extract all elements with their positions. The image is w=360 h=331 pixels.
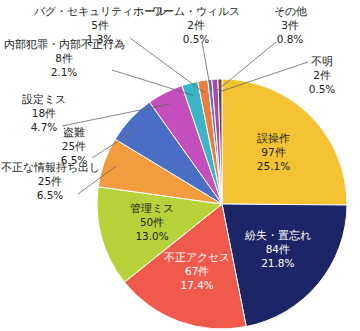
category-label: 誤操作 [257,132,290,144]
value-label: 8件 [55,52,73,64]
percent-label: 1.3% [87,33,114,45]
percent-label: 2.1% [51,66,78,78]
value-label: 97件 [261,146,285,158]
percent-label: 6.5% [61,154,88,166]
category-label: ワーム・ウィルス [152,5,240,17]
percent-label: 4.7% [31,121,58,133]
value-label: 2件 [313,69,331,81]
slice [212,79,222,204]
slice [222,79,347,205]
value-label: 25件 [38,175,62,187]
percent-label: 25.1% [257,160,290,172]
percent-label: 6.5% [37,189,64,201]
value-label: 3件 [281,19,299,31]
leader-line [130,38,205,93]
leader-line [62,104,171,126]
value-label: 5件 [91,19,109,31]
slice [198,80,222,204]
value-label: 18件 [32,107,56,119]
slice [208,79,222,204]
leader-line [112,70,193,95]
percent-label: 17.4% [180,279,213,291]
percent-label: 13.0% [135,230,168,242]
category-label: バグ・セキュリティホール [33,5,166,17]
leader-line [92,127,140,158]
value-label: 84件 [266,243,290,255]
slice [218,79,222,204]
value-label: 50件 [140,216,164,228]
category-label: 不正アクセス [164,251,230,263]
category-label: その他 [274,5,307,17]
value-label: 67件 [185,265,209,277]
percent-label: 0.5% [309,83,336,95]
pie [97,79,347,329]
value-label: 2件 [187,19,205,31]
percent-label: 21.8% [261,257,294,269]
chart: 誤操作 97件 25.1% 紛失・置忘れ 84件 21.8% 不正アクセス 67件 17.4% 管… [0,0,360,331]
percent-label: 0.8% [277,33,304,45]
leader-line [216,42,276,92]
labels: 誤操作 97件 25.1% 紛失・置忘れ 84件 21.8% 不正アクセス 67件 17.4% 管… [1,5,336,291]
value-label: 25件 [62,140,86,152]
category-label: 設定ミス [22,93,66,105]
percent-label: 0.5% [183,33,210,45]
leader-line [220,62,308,92]
category-label: 紛失・置忘れ [244,229,311,241]
leader-line [202,42,211,92]
category-label: 盗難 [63,126,85,138]
category-label: 管理ミス [130,202,174,214]
category-label: 不明 [311,55,333,67]
